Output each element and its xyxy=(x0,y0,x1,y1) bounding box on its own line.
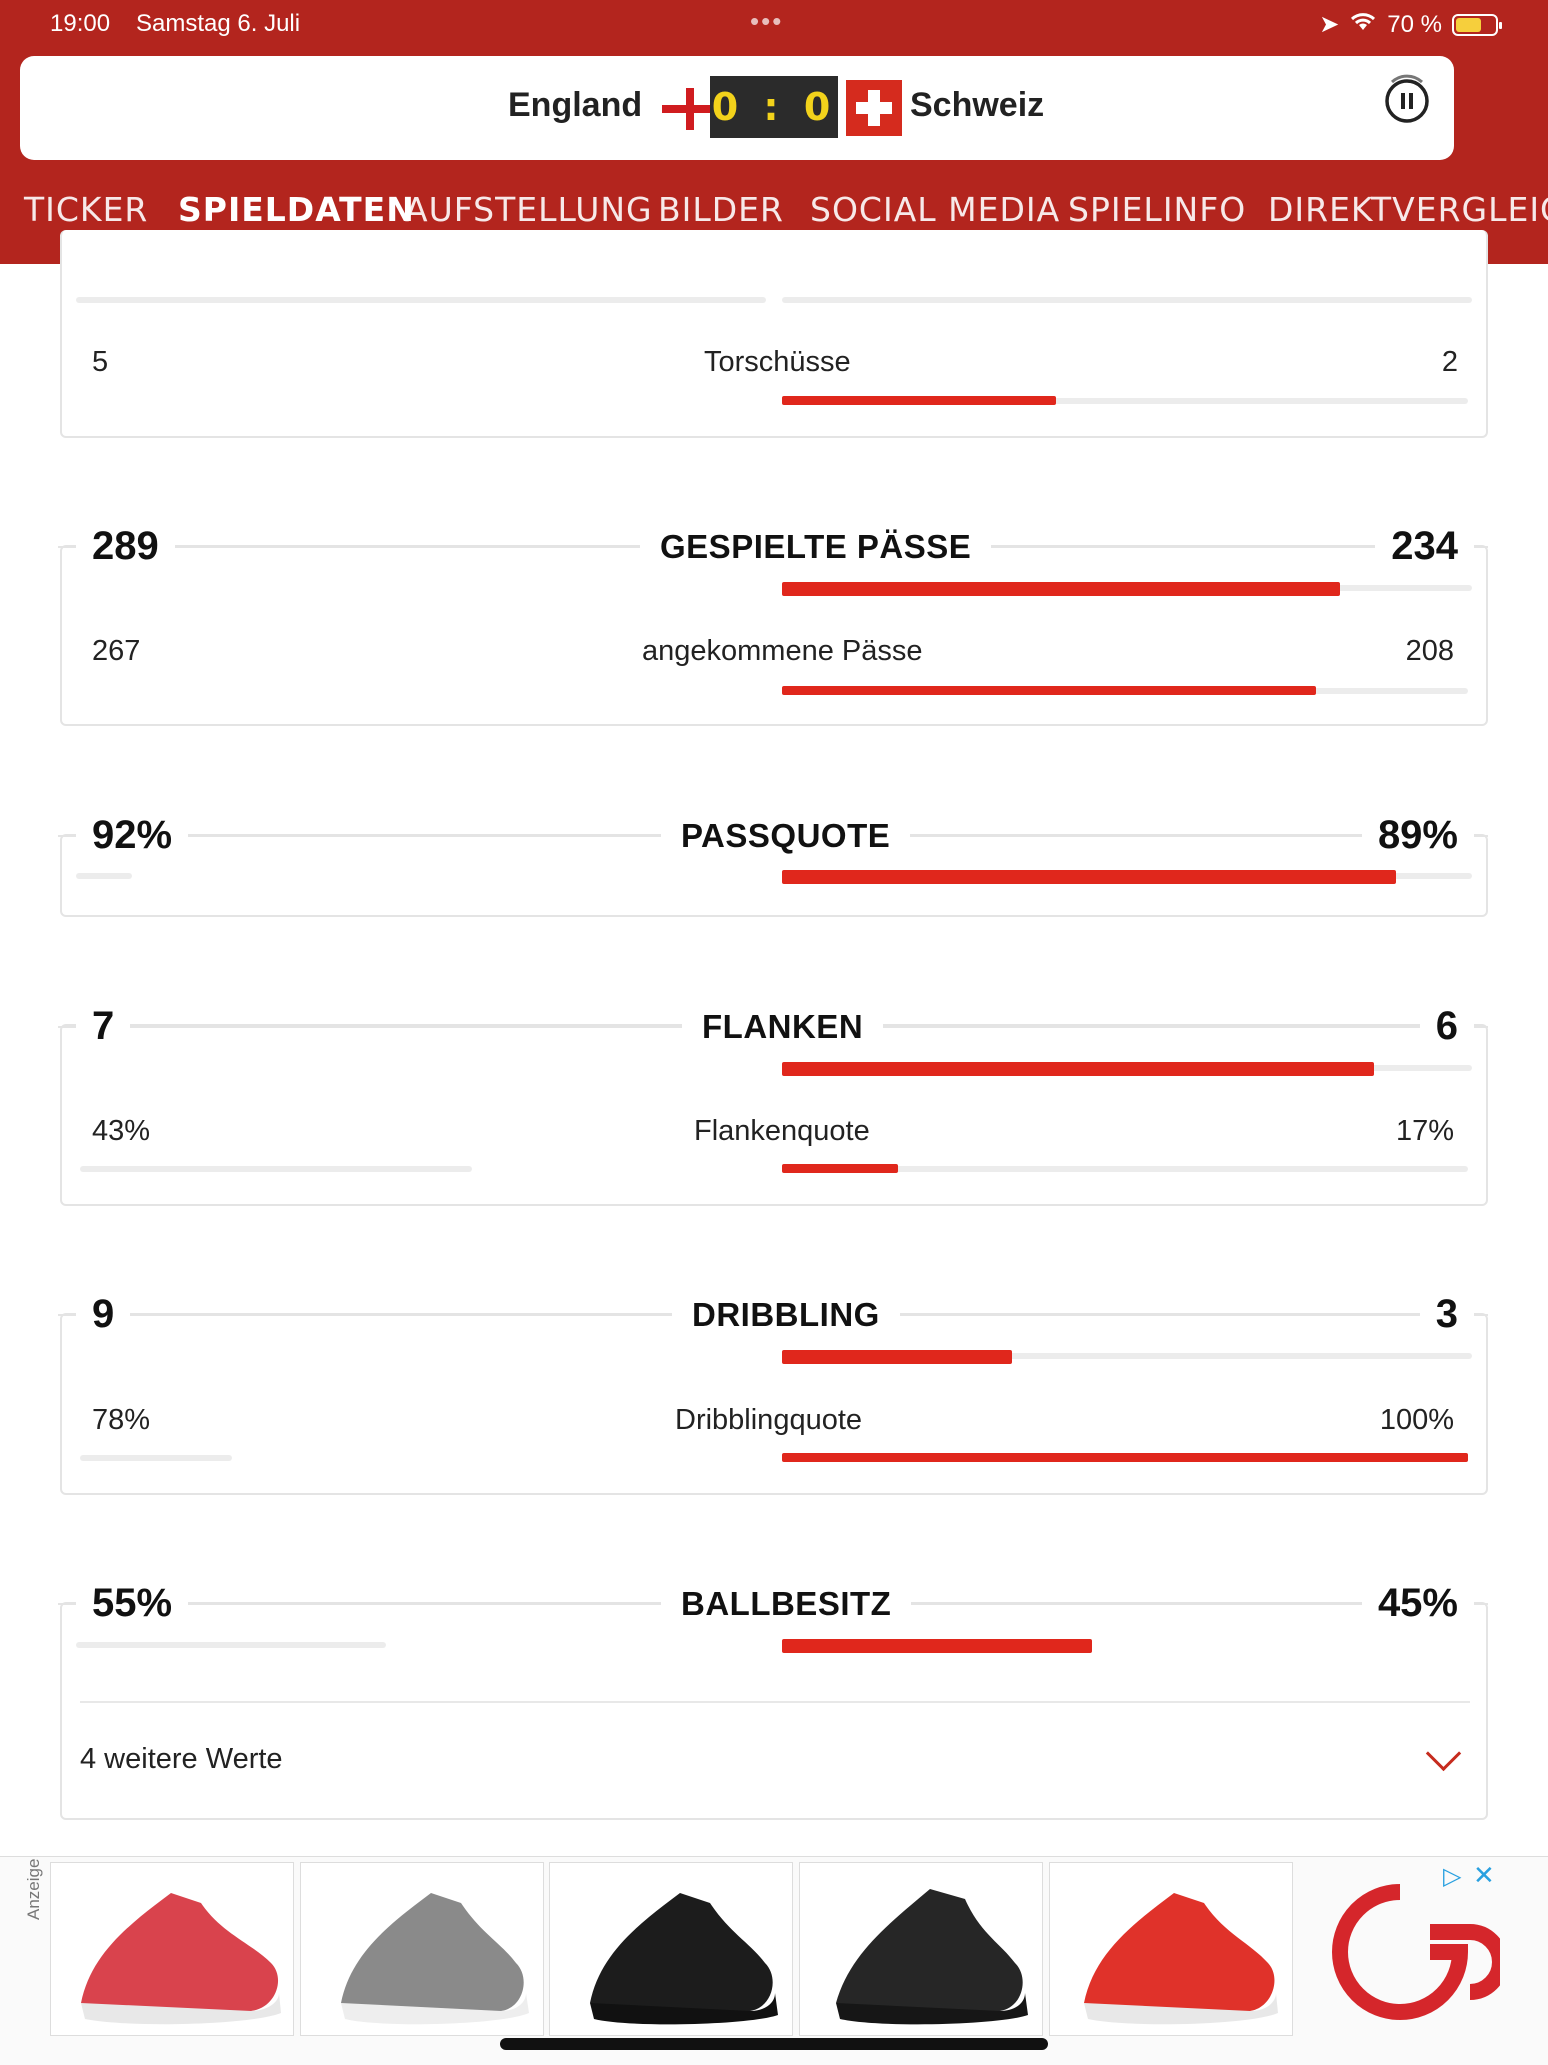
possession-home-value: 55% xyxy=(76,1581,189,1626)
passes-header: 289 GESPIELTE PÄSSE 234 xyxy=(58,524,1488,569)
dribbling-away-value: 3 xyxy=(1419,1292,1474,1337)
tab-aufstellung[interactable]: AUFSTELLUNG xyxy=(405,190,653,229)
cross-rate-track xyxy=(782,1166,1468,1172)
ad-label: Anzeige xyxy=(24,1858,43,1920)
home-indicator[interactable] xyxy=(500,2038,1048,2050)
pass-rate-home-bar xyxy=(76,873,132,879)
stats-card-passes xyxy=(60,545,1488,726)
pass-rate-header: 92% PASSQUOTE 89% xyxy=(58,813,1488,858)
adchoices-icon[interactable]: ▷ xyxy=(1443,1863,1462,1890)
cross-rate-away-value: 17% xyxy=(1395,1115,1454,1147)
ad-shoe-grey[interactable] xyxy=(300,1862,544,2036)
cross-rate-home-value: 43% xyxy=(92,1115,151,1147)
shots-home-value: 5 xyxy=(92,346,109,378)
multitasking-dots-icon[interactable]: ••• xyxy=(750,6,784,36)
dribbling-track xyxy=(782,1353,1472,1359)
more-values-toggle[interactable]: 4 weitere Werte xyxy=(80,1743,283,1775)
pass-rate-home-value: 92% xyxy=(76,813,189,858)
scoreboard[interactable]: England 0 : 0 Schweiz xyxy=(20,56,1454,160)
home-team-name[interactable]: England xyxy=(508,86,643,124)
switzerland-flag-icon xyxy=(846,80,902,136)
tab-bar: TICKER SPIELDATEN AUFSTELLUNG BILDER SOC… xyxy=(0,190,1548,240)
status-date: Samstag 6. Juli xyxy=(136,10,301,37)
passes-away-value: 234 xyxy=(1375,524,1474,569)
away-team-name[interactable]: Schweiz xyxy=(910,86,1045,124)
pass-rate-label: PASSQUOTE xyxy=(661,817,911,855)
dribbling-label: DRIBBLING xyxy=(672,1296,900,1334)
location-icon: ➤ xyxy=(1319,11,1340,38)
dribble-rate-label: Dribblingquote xyxy=(675,1404,863,1436)
stats-card-goals xyxy=(60,230,1488,438)
dribble-rate-home-bar xyxy=(80,1455,232,1461)
possession-header: 55% BALLBESITZ 45% xyxy=(58,1581,1488,1626)
passes-away-bar xyxy=(782,582,1340,596)
dribbling-header: 9 DRIBBLING 3 xyxy=(58,1292,1488,1337)
stats-card-possession xyxy=(60,1602,1488,1820)
battery-icon xyxy=(1452,13,1502,36)
passes-home-value: 289 xyxy=(76,524,175,569)
shots-label: Torschüsse xyxy=(704,346,851,378)
status-time: 19:00 xyxy=(50,10,111,37)
completed-passes-away-value: 208 xyxy=(1405,635,1454,667)
tab-ticker[interactable]: TICKER xyxy=(24,190,149,229)
ad-shoe-red-2[interactable] xyxy=(1049,1862,1293,2036)
crosses-header: 7 FLANKEN 6 xyxy=(58,1004,1488,1049)
completed-passes-home-value: 267 xyxy=(92,635,141,667)
tab-spieldaten[interactable]: SPIELDATEN xyxy=(178,190,415,229)
goals-away-bar xyxy=(782,297,1472,303)
tab-social-media[interactable]: SOCIAL MEDIA xyxy=(810,190,1061,229)
possession-away-value: 45% xyxy=(1361,1581,1474,1626)
ad-shoe-black-2[interactable] xyxy=(799,1862,1043,2036)
completed-passes-away-bar xyxy=(782,686,1316,695)
battery-percent: 70 % xyxy=(1387,10,1442,38)
wifi-icon xyxy=(1349,10,1377,39)
shots-track xyxy=(782,398,1468,404)
dribble-rate-away-bar xyxy=(782,1453,1468,1462)
ad-shoe-red[interactable] xyxy=(50,1862,294,2036)
dribble-rate-away-value: 100% xyxy=(1379,1404,1454,1436)
shots-away-value: 2 xyxy=(1441,346,1458,378)
crosses-home-value: 7 xyxy=(76,1004,131,1049)
possession-away-bar xyxy=(782,1639,1092,1653)
status-indicators: ➤ 70 % xyxy=(1319,10,1502,39)
tab-spielinfo[interactable]: SPIELINFO xyxy=(1068,190,1247,229)
goals-home-bar xyxy=(76,297,766,303)
match-score: 0 : 0 xyxy=(710,76,838,138)
tab-bilder[interactable]: BILDER xyxy=(658,190,784,229)
cross-rate-home-bar xyxy=(80,1166,472,1172)
pass-rate-away-bar xyxy=(782,870,1396,884)
divider xyxy=(80,1701,1470,1703)
crosses-label: FLANKEN xyxy=(682,1008,884,1046)
possession-home-bar xyxy=(76,1642,386,1648)
completed-passes-label: angekommene Pässe xyxy=(642,635,923,667)
pass-rate-away-value: 89% xyxy=(1361,813,1474,858)
close-icon[interactable]: ✕ xyxy=(1473,1860,1495,1890)
ad-brand-logo[interactable] xyxy=(1300,1862,1508,2036)
shots-away-bar xyxy=(782,396,1056,405)
tab-direktvergleich[interactable]: DIREKTVERGLEICH xyxy=(1268,190,1548,229)
possession-label: BALLBESITZ xyxy=(661,1585,912,1623)
crosses-away-value: 6 xyxy=(1419,1004,1474,1049)
cross-rate-away-bar xyxy=(782,1164,898,1173)
ad-shoe-black[interactable] xyxy=(549,1862,793,2036)
live-pause-icon[interactable] xyxy=(1382,74,1432,124)
cross-rate-label: Flankenquote xyxy=(694,1115,870,1147)
passes-label: GESPIELTE PÄSSE xyxy=(640,528,992,566)
dribbling-home-value: 9 xyxy=(76,1292,131,1337)
england-flag-icon xyxy=(662,88,718,130)
dribble-rate-home-value: 78% xyxy=(92,1404,151,1436)
status-bar: 19:00 Samstag 6. Juli ••• ➤ 70 % xyxy=(0,0,1548,48)
crosses-away-bar xyxy=(782,1062,1374,1076)
dribbling-away-bar xyxy=(782,1350,1012,1364)
